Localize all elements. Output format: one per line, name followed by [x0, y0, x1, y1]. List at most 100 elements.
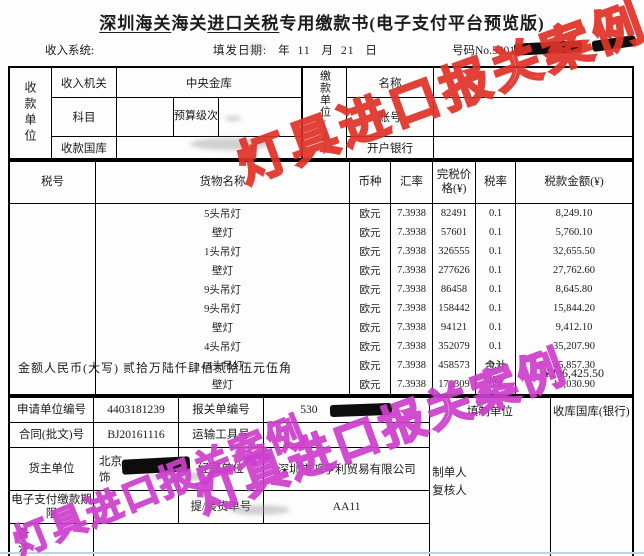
date-year-unit: 年 [278, 45, 291, 57]
income-office-label: 收入机关 [52, 68, 117, 97]
bill-no-label: 提/装货单号 [179, 491, 264, 524]
doc-number-label: 号码No. [452, 45, 492, 57]
budget-level-label: 预算级次 [174, 98, 219, 136]
payer-side-label: 缴款单位(人) [302, 68, 347, 158]
smudge-owner-line2 [150, 472, 210, 481]
table-cell-currency: 欧元 [350, 261, 391, 280]
table-cell-currency: 欧元 [350, 242, 391, 261]
title-voucher-type: 专用缴款书(电子支付平台预览版) [279, 14, 545, 33]
transport-no-value [264, 423, 429, 447]
table-cell-amount: 8,645.80 [555, 284, 593, 295]
declaration-no-label: 报关单编号 [179, 398, 264, 423]
payer-name-label: 名称 [347, 68, 434, 97]
col-header-dutiable-value: 完税价格(¥) [433, 162, 476, 203]
payee-payer-box: 收款单位 收入机关 中央金库 科目 预算级次 收款国库 缴款单位(人) 名称 [8, 66, 634, 160]
redaction-declaration-no [329, 402, 393, 418]
income-office-value: 中央金库 [185, 77, 232, 90]
redaction-doc-number-2 [591, 34, 637, 53]
title-import-duty: 进口关税 [207, 14, 280, 33]
table-row: 4头吊灯 欧元 7.3938 352079 0.1 35,207.90 [10, 337, 632, 356]
table-cell-amount: 9,412.10 [555, 322, 593, 333]
goods-table-body: 5头吊灯 欧元 7.3938 82491 0.1 8,249.10 壁灯 欧元 7.3938 57… [10, 204, 632, 394]
table-row: 壁灯 欧元 7.3938 57601 0.1 5,760.10 [10, 223, 632, 242]
table-cell-rate: 7.3938 [391, 356, 433, 375]
title-customs-office: 深圳海关 [99, 14, 172, 33]
goods-table: 税号 货物名称 币种 汇率 完税价格(¥) 税率 税款金额(¥) 5头吊灯 欧元 7… [8, 160, 634, 396]
table-cell-currency: 欧元 [350, 337, 391, 356]
table-cell-value: 86458 [433, 280, 476, 299]
table-cell-rate: 7.3938 [391, 242, 433, 261]
table-cell-tax_no [10, 356, 96, 375]
contract-no-label: 合同(批文)号 [10, 423, 94, 448]
table-cell-tax_no [10, 261, 96, 280]
date-day: 21 [341, 45, 355, 57]
table-row: 14头吊灯 欧元 7.3938 458573 0.1 45,857.30 [10, 356, 632, 375]
table-cell-value: 82491 [433, 204, 476, 223]
table-cell-name: 1头吊灯 [96, 242, 350, 261]
fill-unit-cell: 填制单位 制单人 复核人 [429, 398, 549, 556]
table-cell-currency: 欧元 [350, 204, 391, 223]
table-cell-amount: 15,844.20 [553, 303, 595, 314]
table-cell-tax_no [10, 299, 96, 318]
income-system-label: 收入系统: [45, 45, 95, 57]
fill-date: 填发日期: 年 11 月 21 日 [213, 42, 385, 58]
table-cell-tax_rate: 0.1 [476, 337, 516, 356]
table-cell-currency: 欧元 [350, 375, 391, 394]
table-cell-name: 壁灯 [96, 261, 350, 280]
subject-label: 科目 [52, 98, 117, 136]
remark-label: 备 注 [10, 524, 94, 556]
table-cell-name: 壁灯 [96, 223, 350, 242]
table-cell-tax_rate: 0.1 [476, 204, 516, 223]
payer-account-label: 账号 [347, 98, 434, 136]
doc-number-value: 5301 [491, 45, 515, 57]
title-customs: 海关 [171, 14, 208, 33]
table-cell-value: 57601 [433, 223, 476, 242]
table-row: 壁灯 欧元 7.3938 277626 0.1 27,762.60 [10, 261, 632, 280]
table-cell-currency: 欧元 [350, 280, 391, 299]
amount-in-words-label: 金额人民币(大写) [18, 361, 119, 375]
table-cell-amount: 17,030.90 [553, 379, 595, 390]
apply-no-label: 申请单位编号 [10, 398, 94, 423]
transport-no-label: 运输工具号 [179, 423, 264, 448]
amount-in-words: 金额人民币(大写) 贰拾万陆仟肆佰贰拾伍元伍角 [10, 352, 476, 394]
table-row: 5头吊灯 欧元 7.3938 82491 0.1 8,249.10 [10, 204, 632, 223]
total-value: ¥206,425.50 [544, 365, 604, 380]
table-row: 1头吊灯 欧元 7.3938 326555 0.1 32,655.50 [10, 242, 632, 261]
payee-side-label: 收款单位 [10, 68, 52, 158]
table-cell-rate: 7.3938 [391, 261, 433, 280]
table-cell-tax_rate: 0.1 [476, 261, 516, 280]
table-row: 壁灯 欧元 7.3938 94121 0.1 9,412.10 [10, 318, 632, 337]
table-cell-rate: 7.3938 [391, 318, 433, 337]
operator-unit-value: 深圳市鸿亨利贸易有限公司 [277, 464, 416, 477]
table-cell-rate: 7.3938 [391, 223, 433, 242]
goods-table-header: 税号 货物名称 币种 汇率 完税价格(¥) 税率 税款金额(¥) [10, 162, 632, 204]
table-cell-amount: 8,249.10 [555, 208, 593, 219]
doc-number: 号码No.5301 [452, 42, 515, 58]
maker-label: 制单人 [432, 467, 467, 479]
amount-in-words-value: 贰拾万陆仟肆佰贰拾伍元伍角 [123, 361, 293, 375]
page-title: 深圳海关海关进口关税专用缴款书(电子支付平台预览版) [0, 9, 644, 34]
table-cell-name: 9头吊灯 [96, 280, 350, 299]
bill-no-value: AA11 [332, 501, 361, 514]
table-cell-currency: 欧元 [350, 223, 391, 242]
total-label-line1: 合计 [484, 359, 507, 372]
col-header-tax-no: 税号 [10, 162, 96, 203]
table-cell-value: 277626 [433, 261, 476, 280]
table-cell-tax_no [10, 318, 96, 337]
table-cell-tax_no [10, 242, 96, 261]
date-day-unit: 日 [365, 45, 378, 57]
epay-deadline-value [94, 491, 179, 524]
col-header-goods-name: 货物名称 [96, 162, 350, 203]
apply-no-value: 4403181239 [94, 398, 179, 423]
total-label: 合计 (¥) [476, 352, 516, 394]
table-cell-name: 壁灯 [96, 318, 350, 337]
fill-unit-label: 填制单位 [466, 406, 513, 418]
table-row: 壁灯 欧元 7.3938 170309 0.1 17,030.90 [10, 375, 632, 394]
fill-date-label: 填发日期: [213, 45, 268, 57]
table-cell-tax_rate: 0.1 [476, 318, 516, 337]
table-cell-name: 14头吊灯 [96, 356, 350, 375]
table-cell-currency: 欧元 [350, 356, 391, 375]
date-month: 11 [297, 45, 311, 57]
table-cell-tax_no [10, 223, 96, 242]
total-label-line2: (¥) [489, 374, 502, 386]
